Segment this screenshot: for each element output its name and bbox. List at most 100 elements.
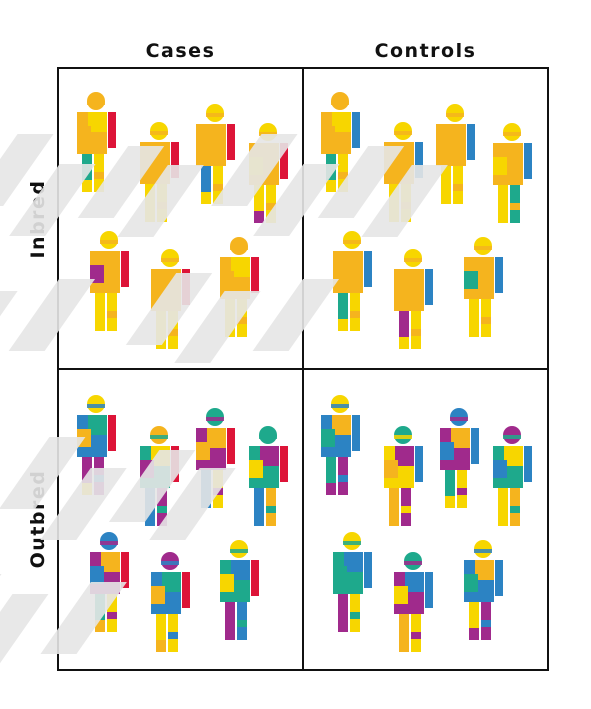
left-foot-block xyxy=(441,192,451,204)
shadow-torso xyxy=(29,279,96,321)
torso-block xyxy=(207,428,226,448)
arm-strip xyxy=(415,446,423,482)
shadow-legs xyxy=(317,188,375,218)
leg-band xyxy=(213,184,223,191)
figure-shadow xyxy=(174,291,261,363)
arm-strip xyxy=(227,428,235,464)
left-foot-block xyxy=(145,514,155,526)
column-label-cases: Cases xyxy=(145,40,216,62)
torso-block xyxy=(447,124,466,144)
torso-block xyxy=(90,566,104,584)
left-foot-block xyxy=(201,192,211,204)
head-band xyxy=(474,246,492,250)
left-foot-block xyxy=(498,514,508,526)
torso-block xyxy=(332,112,351,132)
torso-block xyxy=(88,415,107,435)
figure-shadow xyxy=(117,165,204,237)
leg-band xyxy=(510,203,520,210)
head-band xyxy=(474,549,492,553)
head-band xyxy=(450,417,468,421)
figure-shadow xyxy=(317,146,405,218)
arm-strip xyxy=(495,560,503,596)
left-foot-block xyxy=(445,496,455,508)
left-leg xyxy=(389,488,399,526)
head-band xyxy=(503,435,521,439)
left-foot-block xyxy=(469,628,479,640)
shadow-legs xyxy=(0,636,20,666)
person-figure xyxy=(0,552,433,666)
left-foot-block xyxy=(156,640,166,652)
shadow-torso xyxy=(0,574,2,616)
leg-band xyxy=(457,488,467,495)
left-foot-block xyxy=(389,514,399,526)
person-figure xyxy=(220,540,259,640)
left-leg xyxy=(254,185,264,223)
torso-block xyxy=(162,572,181,592)
head-band xyxy=(446,113,464,117)
person-figure xyxy=(0,532,372,632)
leg-band xyxy=(411,329,421,336)
shadow-torso xyxy=(20,437,86,479)
leg-band xyxy=(107,311,117,318)
arm-strip xyxy=(280,143,288,179)
arm-strip xyxy=(280,446,288,482)
column-label-controls: Controls xyxy=(374,40,477,62)
panel-inbred-controls xyxy=(125,67,549,370)
head-band xyxy=(230,549,248,553)
shadow-torso xyxy=(98,146,165,188)
torso-block xyxy=(451,428,470,448)
torso-block xyxy=(77,126,91,144)
leg-band xyxy=(481,317,491,324)
leg-band xyxy=(168,632,178,639)
left-foot-block xyxy=(82,180,92,192)
torso-block xyxy=(504,143,523,163)
left-foot-block xyxy=(95,319,105,331)
left-leg xyxy=(469,602,479,640)
left-leg xyxy=(469,299,479,337)
leg-band xyxy=(266,506,276,513)
head-band xyxy=(150,131,168,135)
leg-band xyxy=(350,311,360,318)
person-figure xyxy=(77,104,235,218)
torso-block xyxy=(88,112,107,132)
figure-shadow xyxy=(361,165,448,237)
left-leg xyxy=(254,488,264,526)
head-band xyxy=(331,101,349,105)
figure-shadow xyxy=(40,468,127,540)
person-figure xyxy=(149,426,532,540)
shadow-legs xyxy=(77,188,135,218)
leg-band xyxy=(411,632,421,639)
person-figure xyxy=(40,540,503,654)
arm-strip xyxy=(425,269,433,305)
shadow-torso xyxy=(61,468,127,510)
torso-block xyxy=(344,251,363,271)
left-leg xyxy=(95,293,105,331)
torso-block xyxy=(344,552,363,572)
left-leg xyxy=(156,614,166,652)
figure-shadow xyxy=(252,279,340,351)
leg-band xyxy=(237,620,247,627)
arm-strip xyxy=(415,142,423,178)
left-leg xyxy=(445,470,455,508)
arm-strip xyxy=(364,552,372,588)
head-band xyxy=(206,113,224,117)
torso-block xyxy=(231,560,250,580)
torso-block xyxy=(151,586,165,604)
head-band xyxy=(150,435,168,439)
figure-shadow xyxy=(8,279,96,351)
leg-band xyxy=(94,172,104,179)
arm-strip xyxy=(524,143,532,179)
arm-strip xyxy=(352,415,360,451)
shadow-torso xyxy=(30,164,96,206)
torso-block xyxy=(504,446,523,466)
left-leg xyxy=(399,311,409,349)
shadow-legs xyxy=(253,206,311,236)
arm-strip xyxy=(251,257,259,293)
figure-shadow xyxy=(40,582,127,654)
panel-outbred-cases xyxy=(57,368,304,671)
torso-block xyxy=(405,269,424,289)
torso-block xyxy=(464,271,478,289)
torso-block xyxy=(231,257,250,277)
figure-shadow xyxy=(0,437,86,509)
torso-block xyxy=(493,460,507,478)
